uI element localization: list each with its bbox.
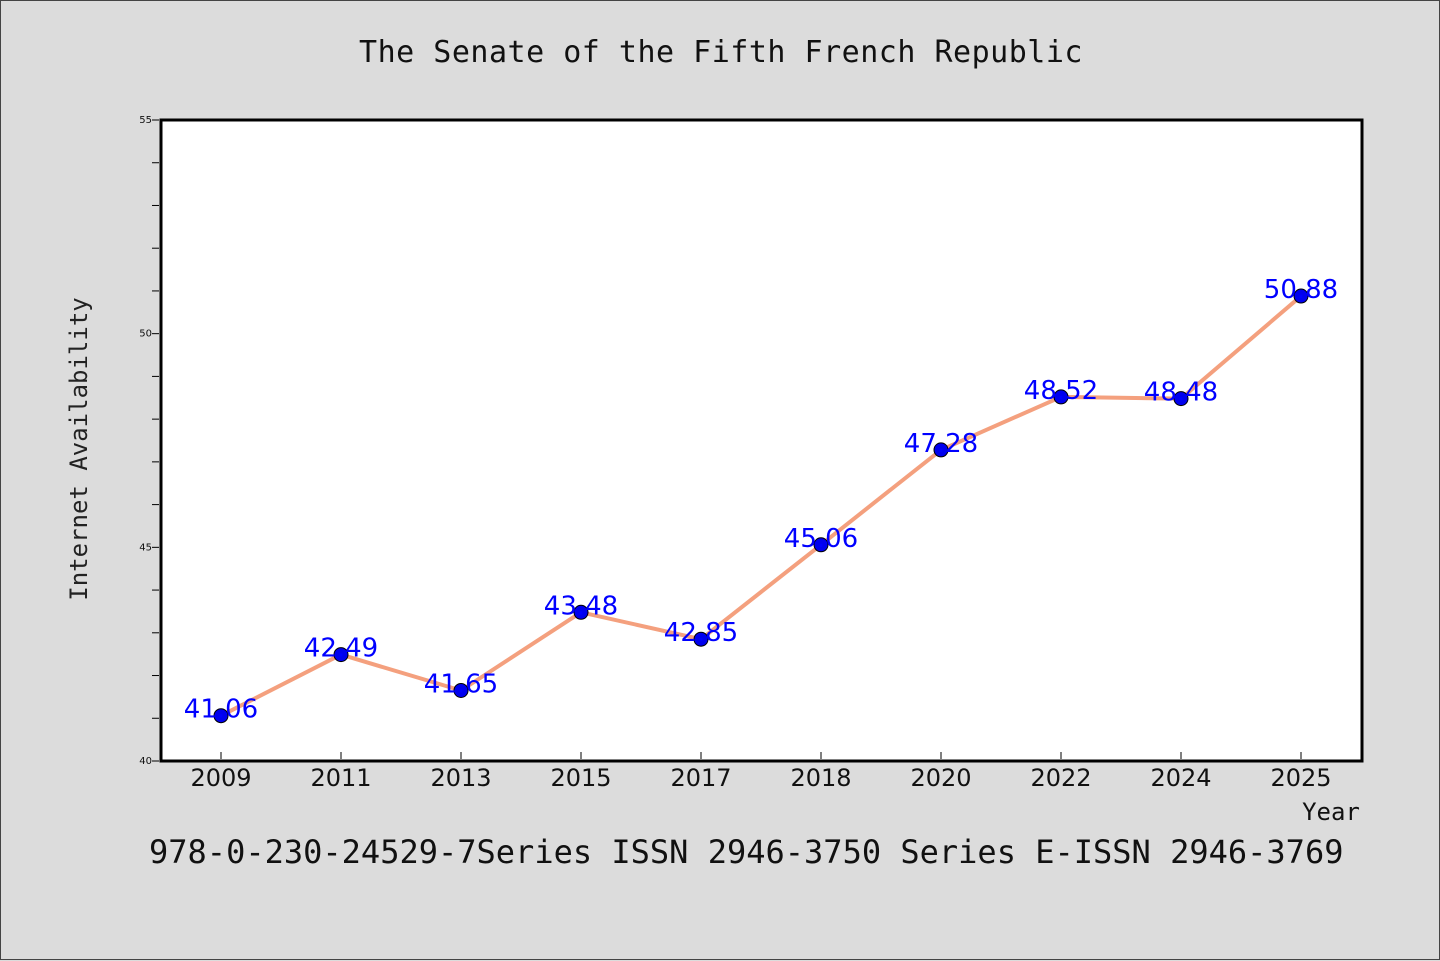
data-point-marker	[573, 604, 589, 620]
series-line	[219, 294, 1303, 718]
series-line-group	[219, 294, 1303, 718]
x-tick-label: 2024	[1150, 764, 1211, 792]
x-tick-label: 2018	[790, 764, 851, 792]
y-tick-label: 50	[139, 329, 152, 340]
data-point-marker	[213, 708, 229, 724]
data-value-label: 42.85	[664, 618, 738, 648]
plot-area	[159, 118, 1364, 763]
x-tick-label: 2009	[190, 764, 251, 792]
x-tick-label: 2013	[430, 764, 491, 792]
y-axis-ticks: 40 45 50 55	[139, 115, 159, 767]
data-value-label: 41.06	[184, 695, 258, 725]
data-value-label: 50.88	[1264, 275, 1338, 305]
data-value-label: 45.06	[784, 524, 858, 554]
data-value-label: 42.49	[304, 634, 378, 664]
x-tick-label: 2015	[550, 764, 611, 792]
data-labels: 41.06 42.49 41.65 43.48 42.85 45.06 47.28 48.52…	[184, 275, 1338, 725]
y-tick-label: 55	[139, 115, 152, 126]
x-axis-ticks: 2009 2011 2013 2015 2017 2018 2020 2022 2024 2025	[190, 752, 1332, 792]
y-tick-label: 40	[139, 756, 152, 767]
data-point-marker	[1173, 391, 1189, 407]
data-point-marker	[813, 537, 829, 553]
x-tick-label: 2025	[1270, 764, 1331, 792]
data-markers	[213, 288, 1309, 724]
x-tick-label: 2022	[1030, 764, 1091, 792]
x-tick-label: 2020	[910, 764, 971, 792]
data-point-marker	[333, 647, 349, 663]
x-tick-label: 2011	[310, 764, 371, 792]
isbn-issn-footer: 978-0-230-24529-7Series ISSN 2946-3750 S…	[149, 833, 1344, 871]
data-point-marker	[933, 442, 949, 458]
data-value-label: 41.65	[424, 669, 498, 699]
data-point-marker	[1293, 288, 1309, 304]
data-value-label: 43.48	[544, 591, 618, 621]
x-axis-label: Year	[1302, 798, 1360, 826]
data-point-marker	[453, 682, 469, 698]
data-value-label: 48.52	[1024, 376, 1098, 406]
data-point-marker	[693, 631, 709, 647]
data-value-label: 48.48	[1144, 378, 1218, 408]
chart-title: The Senate of the Fifth French Republic	[359, 35, 1083, 70]
data-value-label: 47.28	[904, 429, 978, 459]
y-axis-label: Internet Availability	[65, 297, 93, 600]
x-tick-label: 2017	[670, 764, 731, 792]
y-tick-label: 45	[139, 542, 152, 553]
data-point-marker	[1053, 389, 1069, 405]
